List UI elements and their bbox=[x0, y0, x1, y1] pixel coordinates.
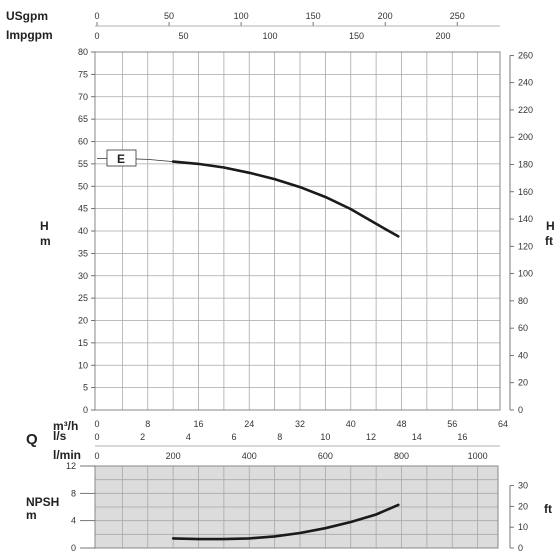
head-yright-tick: 40 bbox=[518, 350, 528, 360]
usgpm-tick: 200 bbox=[378, 11, 393, 21]
ls-tick: 14 bbox=[412, 432, 422, 442]
lmin-tick: 400 bbox=[242, 451, 257, 461]
impgpm-label: Impgpm bbox=[6, 28, 53, 42]
ls-tick: 2 bbox=[140, 432, 145, 442]
head-yleft-tick: 70 bbox=[78, 92, 88, 102]
head-yleft-tick: 35 bbox=[78, 248, 88, 258]
head-yright-tick: 200 bbox=[518, 132, 533, 142]
npsh-ylabel-right: ft bbox=[544, 502, 552, 516]
m3h-label: m³/h bbox=[53, 419, 78, 433]
lmin-tick: 1000 bbox=[468, 451, 488, 461]
q-label: Q bbox=[26, 431, 38, 448]
usgpm-label: USgpm bbox=[6, 9, 48, 23]
m3h-tick: 48 bbox=[396, 419, 406, 429]
head-yleft-tick: 60 bbox=[78, 137, 88, 147]
head-yleft-tick: 5 bbox=[83, 383, 88, 393]
head-yleft-tick: 65 bbox=[78, 114, 88, 124]
impgpm-tick: 100 bbox=[263, 31, 278, 41]
lmin-tick: 0 bbox=[94, 451, 99, 461]
flow-axes: m³/h 0 8 16 24 32 40 48 56 64 Q l/s 0 2 4 6 8 10 12 14 1… bbox=[26, 419, 508, 462]
ls-tick: 8 bbox=[277, 432, 282, 442]
m3h-tick: 24 bbox=[244, 419, 254, 429]
head-yright-tick: 140 bbox=[518, 214, 533, 224]
head-ylabel-left-bottom: m bbox=[40, 234, 51, 248]
head-plot: 0 5 10 15 20 25 30 35 40 45 50 55 60 65 70 75 80 0 20 40 60… bbox=[40, 47, 555, 415]
npsh-curve-line bbox=[171, 503, 400, 541]
ls-tick: 12 bbox=[366, 432, 376, 442]
head-yleft-tick: 50 bbox=[78, 181, 88, 191]
m3h-tick: 32 bbox=[295, 419, 305, 429]
npsh-yleft-tick: 8 bbox=[71, 488, 76, 498]
head-yright-tick: 240 bbox=[518, 78, 533, 88]
head-yleft-tick: 30 bbox=[78, 271, 88, 281]
head-yright-tick: 20 bbox=[518, 378, 528, 388]
ls-label: l/s bbox=[53, 429, 67, 443]
npsh-yleft-tick: 0 bbox=[71, 543, 76, 553]
ls-tick: 16 bbox=[457, 432, 467, 442]
head-yleft-tick: 75 bbox=[78, 69, 88, 79]
npsh-plot: 0 4 8 12 0 10 20 30 NPSH m ft bbox=[26, 461, 552, 553]
ls-tick: 0 bbox=[94, 432, 99, 442]
head-ylabel-right-bottom: ft bbox=[545, 234, 553, 248]
lmin-tick: 800 bbox=[394, 451, 409, 461]
usgpm-tick: 100 bbox=[234, 11, 249, 21]
npsh-yright-tick: 30 bbox=[518, 481, 528, 491]
head-yleft-tick: 20 bbox=[78, 316, 88, 326]
usgpm-tick: 0 bbox=[94, 11, 99, 21]
head-yright-tick: 60 bbox=[518, 323, 528, 333]
ls-tick: 4 bbox=[186, 432, 191, 442]
npsh-yright-tick: 0 bbox=[518, 543, 523, 553]
curve-label-box bbox=[106, 149, 137, 167]
curve-label: E bbox=[117, 152, 125, 166]
impgpm-tick: 200 bbox=[436, 31, 451, 41]
npsh-yright-tick: 10 bbox=[518, 522, 528, 532]
head-yright-tick: 220 bbox=[518, 105, 533, 115]
npsh-yleft-tick: 4 bbox=[71, 516, 76, 526]
head-yleft-tick: 40 bbox=[78, 226, 88, 236]
head-curve-line bbox=[171, 160, 400, 238]
head-yright-tick: 180 bbox=[518, 159, 533, 169]
m3h-tick: 64 bbox=[498, 419, 508, 429]
m3h-tick: 56 bbox=[447, 419, 457, 429]
head-ylabel-left-top: H bbox=[40, 219, 49, 233]
m3h-tick: 40 bbox=[346, 419, 356, 429]
usgpm-tick: 50 bbox=[164, 11, 174, 21]
npsh-ylabel-bottom: m bbox=[26, 508, 37, 522]
impgpm-tick: 0 bbox=[94, 31, 99, 41]
lmin-tick: 600 bbox=[318, 451, 333, 461]
head-yright-tick: 260 bbox=[518, 50, 533, 60]
head-yleft-tick: 10 bbox=[78, 360, 88, 370]
head-yleft-tick: 25 bbox=[78, 293, 88, 303]
usgpm-tick: 250 bbox=[450, 11, 465, 21]
m3h-tick: 8 bbox=[145, 419, 150, 429]
head-yright-tick: 100 bbox=[518, 269, 533, 279]
impgpm-axis: Impgpm 0 50 100 150 200 bbox=[6, 28, 451, 42]
m3h-tick: 0 bbox=[94, 419, 99, 429]
npsh-yleft-tick: 12 bbox=[66, 461, 76, 471]
npsh-plot-frame bbox=[94, 465, 499, 549]
head-yright-tick: 80 bbox=[518, 296, 528, 306]
ls-tick: 6 bbox=[232, 432, 237, 442]
head-yright-tick: 120 bbox=[518, 241, 533, 251]
usgpm-tick: 150 bbox=[306, 11, 321, 21]
head-yright-tick: 160 bbox=[518, 187, 533, 197]
impgpm-tick: 50 bbox=[179, 31, 189, 41]
head-yleft-tick: 0 bbox=[83, 405, 88, 415]
lmin-label: l/min bbox=[53, 448, 81, 462]
npsh-ylabel-top: NPSH bbox=[26, 495, 59, 509]
head-yleft-tick: 15 bbox=[78, 338, 88, 348]
impgpm-tick: 150 bbox=[349, 31, 364, 41]
head-yright-tick: 0 bbox=[518, 405, 523, 415]
lmin-tick: 200 bbox=[166, 451, 181, 461]
head-yleft-tick: 45 bbox=[78, 204, 88, 214]
ls-tick: 10 bbox=[320, 432, 330, 442]
head-yleft-tick: 55 bbox=[78, 159, 88, 169]
usgpm-axis: USgpm 0 50 100 150 200 250 bbox=[6, 9, 500, 27]
npsh-yright-tick: 20 bbox=[518, 501, 528, 511]
head-ylabel-right-top: H bbox=[546, 219, 555, 233]
m3h-tick: 16 bbox=[193, 419, 203, 429]
head-yleft-tick: 80 bbox=[78, 47, 88, 57]
